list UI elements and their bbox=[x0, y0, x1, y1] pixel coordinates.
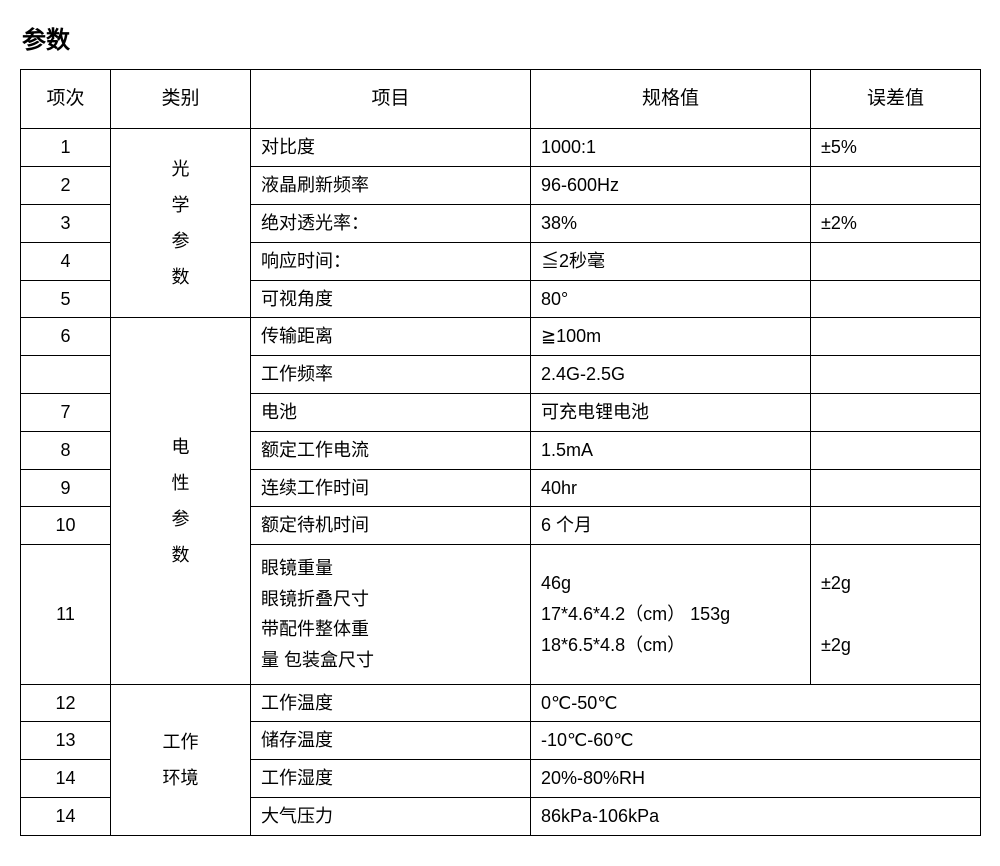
category-optical: 光学参数 bbox=[111, 129, 251, 318]
header-item: 项目 bbox=[251, 70, 531, 129]
cell-item: 储存温度 bbox=[251, 722, 531, 760]
cell-spec: 80° bbox=[531, 280, 811, 318]
cell-error bbox=[811, 318, 981, 356]
cell-index: 6 bbox=[21, 318, 111, 356]
cell-error bbox=[811, 469, 981, 507]
cell-spec: 2.4G-2.5G bbox=[531, 356, 811, 394]
cell-spec: 0℃-50℃ bbox=[531, 684, 981, 722]
cell-item: 大气压力 bbox=[251, 797, 531, 835]
cell-index: 3 bbox=[21, 204, 111, 242]
cell-spec: 1000:1 bbox=[531, 129, 811, 167]
cell-index: 4 bbox=[21, 242, 111, 280]
cell-item: 液晶刷新频率 bbox=[251, 167, 531, 205]
cell-index: 2 bbox=[21, 167, 111, 205]
cell-error bbox=[811, 393, 981, 431]
cell-item: 响应时间： bbox=[251, 242, 531, 280]
cell-error bbox=[811, 431, 981, 469]
cell-item: 工作湿度 bbox=[251, 760, 531, 798]
cell-index: 10 bbox=[21, 507, 111, 545]
cell-spec: ≧100m bbox=[531, 318, 811, 356]
cell-spec: 38% bbox=[531, 204, 811, 242]
category-environment: 工作环境 bbox=[111, 684, 251, 835]
cell-item: 连续工作时间 bbox=[251, 469, 531, 507]
cell-spec: -10℃-60℃ bbox=[531, 722, 981, 760]
cell-error: ±2g ±2g bbox=[811, 545, 981, 684]
header-error: 误差值 bbox=[811, 70, 981, 129]
cell-item: 电池 bbox=[251, 393, 531, 431]
header-index: 项次 bbox=[21, 70, 111, 129]
cell-item: 可视角度 bbox=[251, 280, 531, 318]
cell-spec: 96-600Hz bbox=[531, 167, 811, 205]
cell-index: 8 bbox=[21, 431, 111, 469]
category-electrical: 电性参数 bbox=[111, 318, 251, 684]
cell-index: 5 bbox=[21, 280, 111, 318]
cell-index: 14 bbox=[21, 797, 111, 835]
cell-item: 绝对透光率： bbox=[251, 204, 531, 242]
cell-error: ±2% bbox=[811, 204, 981, 242]
table-row: 6 电性参数 传输距离 ≧100m bbox=[21, 318, 981, 356]
cell-item: 眼镜重量眼镜折叠尺寸带配件整体重量 包装盒尺寸 bbox=[251, 545, 531, 684]
cell-error bbox=[811, 167, 981, 205]
cell-index: 9 bbox=[21, 469, 111, 507]
cell-index: 14 bbox=[21, 760, 111, 798]
cell-item: 传输距离 bbox=[251, 318, 531, 356]
cell-item: 额定待机时间 bbox=[251, 507, 531, 545]
cell-index: 1 bbox=[21, 129, 111, 167]
cell-index: 11 bbox=[21, 545, 111, 684]
cell-index: 13 bbox=[21, 722, 111, 760]
cell-spec: ≦2秒毫 bbox=[531, 242, 811, 280]
table-row: 1 光学参数 对比度 1000:1 ±5% bbox=[21, 129, 981, 167]
cell-spec: 可充电锂电池 bbox=[531, 393, 811, 431]
cell-spec: 20%-80%RH bbox=[531, 760, 981, 798]
table-row: 12 工作环境 工作温度 0℃-50℃ bbox=[21, 684, 981, 722]
cell-item: 额定工作电流 bbox=[251, 431, 531, 469]
cell-item: 工作温度 bbox=[251, 684, 531, 722]
cell-error bbox=[811, 507, 981, 545]
cell-item: 对比度 bbox=[251, 129, 531, 167]
cell-item: 工作频率 bbox=[251, 356, 531, 394]
cell-index bbox=[21, 356, 111, 394]
page-title: 参数 bbox=[22, 20, 980, 55]
cell-spec: 1.5mA bbox=[531, 431, 811, 469]
cell-error: ±5% bbox=[811, 129, 981, 167]
cell-error bbox=[811, 280, 981, 318]
cell-index: 12 bbox=[21, 684, 111, 722]
cell-error bbox=[811, 356, 981, 394]
cell-spec: 46g17*4.6*4.2（cm） 153g18*6.5*4.8（cm） bbox=[531, 545, 811, 684]
header-spec: 规格值 bbox=[531, 70, 811, 129]
cell-spec: 86kPa-106kPa bbox=[531, 797, 981, 835]
table-header-row: 项次 类别 项目 规格值 误差值 bbox=[21, 70, 981, 129]
cell-spec: 6 个月 bbox=[531, 507, 811, 545]
header-category: 类别 bbox=[111, 70, 251, 129]
cell-index: 7 bbox=[21, 393, 111, 431]
parameters-table: 项次 类别 项目 规格值 误差值 1 光学参数 对比度 1000:1 ±5% 2… bbox=[20, 69, 981, 836]
cell-error bbox=[811, 242, 981, 280]
cell-spec: 40hr bbox=[531, 469, 811, 507]
